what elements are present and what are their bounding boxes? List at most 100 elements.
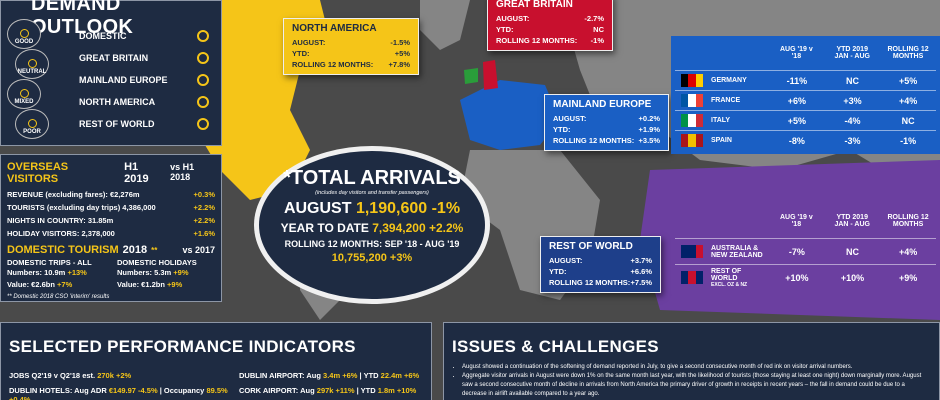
indicator-value: 3.4m +6% — [323, 371, 358, 380]
country-name: AUSTRALIA & NEW ZEALAND — [711, 244, 763, 259]
region-metric: ROLLING 12 MONTHS: — [496, 36, 578, 45]
indicator-label: CORK AIRPORT: Aug — [239, 386, 317, 395]
overseas-row: REVENUE (excluding fares): €2,276m +0.3% — [7, 188, 215, 201]
weather-icon — [197, 30, 209, 42]
table-value: -4% — [844, 115, 861, 126]
indicator-label: DUBLIN HOTELS: Aug ADR — [9, 386, 109, 395]
flag-stripe — [695, 134, 703, 147]
domestic-compare: vs 2017 — [182, 245, 215, 255]
region-row: AUGUST: +0.2% — [553, 113, 660, 124]
country-name: ITALY — [711, 117, 731, 124]
legend-label: POOR — [23, 129, 41, 135]
market-name: REST OF WORLD — [79, 119, 155, 129]
region-metric: YTD: — [292, 49, 310, 58]
domestic-group-name: DOMESTIC HOLIDAYS — [117, 258, 197, 267]
domestic-group-name: DOMESTIC TRIPS - ALL — [7, 258, 92, 267]
legend-label: MIXED — [14, 99, 34, 105]
domestic-group: DOMESTIC TRIPS - ALL Numbers: 10.9m +13% V… — [7, 258, 105, 291]
table-value: NC — [901, 115, 915, 126]
flag-stripe — [695, 114, 703, 127]
region-metric: AUGUST: — [553, 114, 587, 123]
region-value: +7.8% — [388, 60, 410, 69]
table-value: -11% — [786, 75, 808, 86]
table-value: +4% — [899, 95, 918, 106]
indicator-value: 89.5% +0.4% — [9, 386, 228, 400]
domestic-mark: ** — [151, 246, 158, 255]
flag — [681, 245, 703, 258]
market-name: MAINLAND EUROPE — [79, 75, 168, 85]
region-value: +0.2% — [638, 114, 660, 123]
market-row: MAINLAND EUROPE — [79, 69, 209, 91]
overseas-period: H1 2019 — [124, 161, 149, 185]
flag-stripe — [688, 245, 696, 258]
region-value: +3.5% — [638, 136, 660, 145]
weather-icon — [197, 52, 209, 64]
table-row: SPAIN -8% -3% -1% — [675, 130, 936, 150]
rolling-label: ROLLING 12 MONTHS: SEP '18 - AUG '19 — [284, 239, 460, 249]
issues-title: ISSUES & CHALLENGES — [452, 337, 659, 356]
overseas-row: HOLIDAY VISITORS: 2,378,000 +1.6% — [7, 227, 215, 240]
sun — [27, 59, 37, 68]
indicator-label: | Occupancy — [157, 386, 207, 395]
table-value: +3% — [843, 95, 862, 106]
country-cell: FRANCE — [675, 94, 769, 107]
region-metric: YTD: — [496, 25, 514, 34]
table-value: +5% — [787, 115, 806, 126]
table-value: NC — [846, 75, 860, 86]
country-name-wrap: AUSTRALIA & NEW ZEALAND — [711, 245, 769, 259]
country-name: FRANCE — [711, 97, 741, 104]
overseas-compare: vs H1 2018 — [170, 162, 195, 182]
region-value: -1% — [590, 36, 604, 45]
aug-change: -1% — [431, 200, 461, 217]
table-value: -8% — [788, 135, 805, 146]
table-header: AUG '19 v '18 YTD 2019 JAN - AUG ROLLING 1… — [675, 36, 936, 70]
demand-title: DEMAND OUTLOOK — [31, 0, 134, 38]
country-name: GERMANY — [711, 77, 747, 84]
market-row: GREAT BRITAIN — [79, 47, 209, 69]
overseas-row: NIGHTS IN COUNTRY: 31.85m +2.2% — [7, 214, 215, 227]
region-value: +5% — [394, 49, 410, 58]
indicator-value: 270k +2% — [97, 371, 132, 380]
country-table: AUG '19 v '18 YTD 2019 JAN - AUG ROLLING 1… — [671, 36, 940, 154]
weather-icon — [197, 96, 209, 108]
region-row: ROLLING 12 MONTHS: +3.5% — [553, 135, 660, 146]
region-value: NC — [593, 25, 604, 34]
region-box: GREAT BRITAIN AUGUST: -2.7% YTD: NC ROLLING 1… — [487, 0, 613, 51]
flag-stripe — [688, 134, 696, 147]
region-row: YTD: +6.6% — [549, 266, 652, 277]
domestic-change: +13% — [67, 268, 87, 277]
issue-bullet: August showed a continuation of the soft… — [462, 363, 931, 372]
indicator-label: JOBS Q2'19 v Q2'18 est. — [9, 371, 98, 380]
indicator: CORK AIRPORT: Aug 297k +11% | YTD 1.8m +… — [239, 386, 429, 400]
issue-bullet: Aggregate visitor arrivals in August wer… — [462, 372, 931, 399]
region-name: MAINLAND EUROPE — [553, 99, 652, 110]
region-row: YTD: +1.9% — [553, 124, 660, 135]
ytd-change: +2.2% — [428, 221, 464, 235]
overseas-change: +2.2% — [193, 203, 215, 212]
legend-icon: NEUTRAL — [15, 49, 49, 79]
market-row: NORTH AMERICA — [79, 91, 209, 113]
country-name-wrap: FRANCE — [711, 97, 740, 104]
country-name-wrap: REST OF WORLD EXCL. OZ & NZ — [711, 268, 769, 288]
country-table: AUG '19 v '18 YTD 2019 JAN - AUG ROLLING 1… — [671, 204, 940, 294]
demand-outlook: DEMAND OUTLOOK GOOD NEUTRAL MIXED POOR DOME… — [0, 0, 222, 146]
table-value: -7% — [788, 246, 805, 257]
region-row: AUGUST: +3.7% — [549, 255, 652, 266]
region-row: AUGUST: -1.5% — [292, 37, 410, 48]
table-value: NC — [846, 246, 860, 257]
region-metric: AUGUST: — [292, 38, 326, 47]
country-name: REST OF WORLD — [711, 267, 742, 282]
flag-stripe — [695, 74, 703, 87]
domestic-label: Numbers: 5.3m — [117, 268, 172, 277]
legend-icon: GOOD — [7, 19, 41, 49]
flag — [681, 271, 703, 284]
region-value: +1.9% — [638, 125, 660, 134]
domestic-group: DOMESTIC HOLIDAYS Numbers: 5.3m +9% Value:… — [117, 258, 215, 291]
total-note: (includes day visitors and transfer pass… — [315, 190, 429, 196]
indicator: DUBLIN HOTELS: Aug ADR €149.97 -4.5% | O… — [9, 386, 239, 400]
flag — [681, 94, 703, 107]
domestic-period: 2018 — [122, 244, 148, 256]
indicators: SELECTED PERFORMANCE INDICATORS JOBS Q2'… — [0, 322, 432, 400]
header-cell: ROLLING 12 MONTHS — [887, 46, 929, 60]
